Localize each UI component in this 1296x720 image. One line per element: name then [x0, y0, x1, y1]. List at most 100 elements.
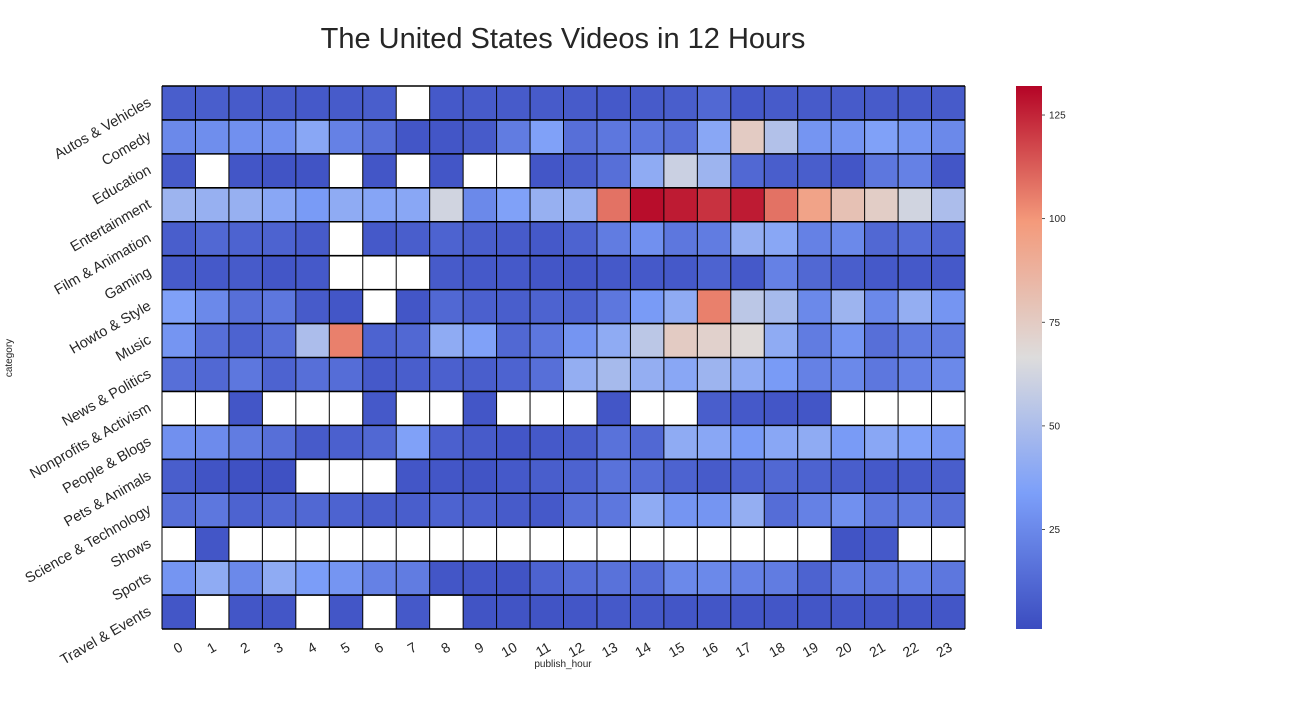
- heatmap-cell: [295, 289, 330, 324]
- heatmap-cell: [764, 187, 798, 222]
- heatmap-cell: [864, 323, 899, 358]
- colorbar-tick-label: 75: [1049, 318, 1061, 329]
- heatmap-cell: [362, 119, 397, 154]
- colorbar-tick-label: 25: [1049, 525, 1061, 536]
- heatmap-cell: [797, 86, 832, 120]
- heatmap-cell: [396, 561, 430, 596]
- heatmap-cell: [663, 86, 698, 120]
- heatmap-cell: [463, 255, 497, 290]
- heatmap-cell: [697, 221, 731, 256]
- heatmap-cell: [898, 425, 932, 460]
- heatmap-cell: [262, 527, 296, 562]
- heatmap-cell: [162, 86, 196, 120]
- heatmap-cell: [663, 561, 698, 596]
- heatmap-cell: [730, 255, 765, 290]
- heatmap-cell: [329, 323, 363, 358]
- heatmap-cell: [496, 561, 531, 596]
- heatmap-cell: [864, 561, 899, 596]
- heatmap-cell: [831, 459, 865, 494]
- heatmap-cell: [530, 187, 564, 222]
- heatmap-cell: [496, 153, 531, 188]
- heatmap-cell: [730, 561, 765, 596]
- heatmap-cell: [162, 289, 196, 324]
- x-tick-label: 10: [498, 639, 520, 661]
- heatmap-cell: [362, 595, 397, 629]
- heatmap-cell: [663, 595, 698, 629]
- heatmap-cell: [496, 459, 531, 494]
- heatmap-cell: [329, 527, 363, 562]
- heatmap-cell: [396, 289, 430, 324]
- heatmap-cell: [262, 153, 296, 188]
- heatmap-cell: [295, 153, 330, 188]
- heatmap-cell: [329, 119, 363, 154]
- heatmap-cell: [530, 221, 564, 256]
- heatmap-cell: [764, 595, 798, 629]
- heatmap-cell: [329, 595, 363, 629]
- x-tick-label: 21: [866, 639, 888, 661]
- heatmap-cell: [530, 391, 564, 426]
- heatmap-cell: [162, 221, 196, 256]
- heatmap-cell: [396, 221, 430, 256]
- heatmap-cell: [228, 86, 263, 120]
- heatmap-cell: [295, 595, 330, 629]
- heatmap-cell: [563, 391, 597, 426]
- heatmap-cell: [931, 221, 965, 256]
- heatmap-grid: [161, 85, 966, 630]
- heatmap-cell: [195, 595, 229, 629]
- heatmap-cell: [697, 153, 731, 188]
- x-tick-label: 8: [438, 639, 453, 657]
- heatmap-cell: [730, 527, 765, 562]
- heatmap-cell: [228, 119, 263, 154]
- heatmap-cell: [496, 119, 531, 154]
- heatmap-cell: [931, 187, 965, 222]
- heatmap-cell: [831, 86, 865, 120]
- y-tick-label: Travel & Events: [58, 604, 154, 669]
- heatmap-cell: [496, 595, 531, 629]
- colorbar-ticks: 25 50 75 100 125: [1042, 111, 1066, 536]
- heatmap-cell: [730, 323, 765, 358]
- heatmap-cell: [563, 595, 597, 629]
- heatmap-cell: [797, 391, 832, 426]
- heatmap-cell: [797, 493, 832, 528]
- heatmap-cell: [563, 153, 597, 188]
- heatmap-cell: [898, 119, 932, 154]
- colorbar-tick-label: 125: [1049, 111, 1066, 122]
- heatmap-cell: [496, 425, 531, 460]
- heatmap-cell: [463, 289, 497, 324]
- heatmap-cell: [563, 459, 597, 494]
- heatmap-cell: [162, 391, 196, 426]
- heatmap-cell: [797, 595, 832, 629]
- heatmap-cell: [295, 119, 330, 154]
- heatmap-cell: [228, 527, 263, 562]
- heatmap-cell: [429, 459, 464, 494]
- heatmap-cell: [663, 119, 698, 154]
- heatmap-cell: [496, 187, 531, 222]
- heatmap-cell: [630, 391, 664, 426]
- heatmap-cell: [864, 255, 899, 290]
- heatmap-cell: [396, 425, 430, 460]
- heatmap-cell: [530, 86, 564, 120]
- x-tick-label: 4: [304, 639, 319, 657]
- heatmap-cell: [429, 255, 464, 290]
- heatmap-cell: [362, 391, 397, 426]
- heatmap-cell: [228, 425, 263, 460]
- heatmap-cell: [630, 595, 664, 629]
- heatmap-cell: [931, 255, 965, 290]
- heatmap-cell: [563, 493, 597, 528]
- heatmap-cell: [162, 561, 196, 596]
- x-tick-label: 6: [371, 639, 386, 657]
- heatmap-cell: [362, 153, 397, 188]
- heatmap-cell: [596, 357, 631, 392]
- heatmap-cell: [329, 221, 363, 256]
- heatmap-cell: [295, 323, 330, 358]
- heatmap-cell: [697, 561, 731, 596]
- heatmap-cell: [329, 255, 363, 290]
- heatmap-cell: [295, 86, 330, 120]
- heatmap-cell: [162, 459, 196, 494]
- x-tick-label: 19: [799, 639, 821, 661]
- heatmap-cell: [429, 425, 464, 460]
- heatmap-cell: [396, 357, 430, 392]
- heatmap-cell: [496, 86, 531, 120]
- heatmap-cell: [429, 153, 464, 188]
- heatmap-cell: [162, 527, 196, 562]
